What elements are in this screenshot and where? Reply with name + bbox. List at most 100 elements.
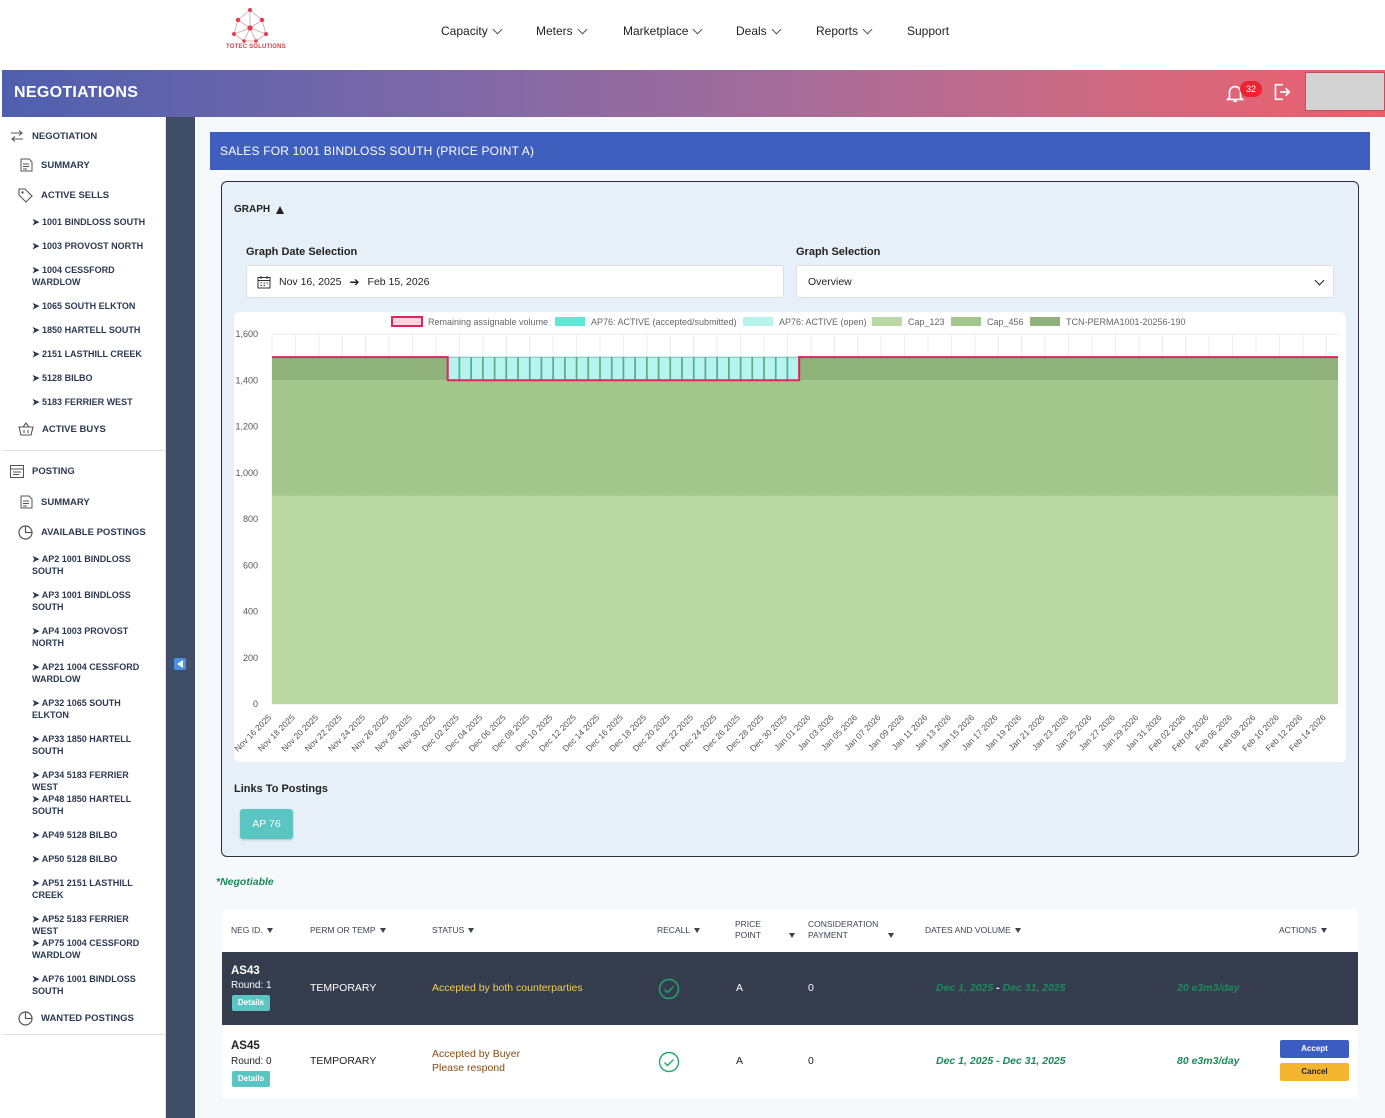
ap76-open-bar — [506, 356, 518, 381]
chart-container: 0 200 400 600 800 1,000 1,200 1,400 1,600 Nov 16 … — [232, 312, 1346, 762]
sidebar-sell-item[interactable]: ➤ 2151 LASTHILL CREEK — [32, 349, 142, 359]
nav-capacity[interactable]: Capacity — [441, 24, 503, 38]
status: Accepted by both counterparties — [432, 982, 583, 994]
sidebar-summary[interactable]: SUMMARY — [20, 158, 90, 172]
notification-bell-icon[interactable] — [1224, 82, 1246, 104]
ap76-open-bar — [693, 356, 706, 381]
header-price-point[interactable]: PRICE POINT — [735, 919, 795, 941]
user-profile-box[interactable] — [1305, 72, 1385, 111]
sidebar-sell-item[interactable]: ➤ 1065 SOUTH ELKTON — [32, 301, 136, 311]
chevron-down-icon — [492, 24, 503, 34]
y-tick-label: 200 — [243, 653, 258, 663]
sidebar-posting[interactable]: POSTING — [10, 465, 75, 478]
ap76-open-bar — [729, 356, 741, 381]
logout-icon[interactable] — [1270, 81, 1292, 103]
table-row: AS45 Round: 0 Details TEMPORARY Accepted… — [222, 1025, 1358, 1099]
sidebar-negotiation[interactable]: NEGOTIATION — [10, 130, 97, 142]
nav-support[interactable]: Support — [907, 24, 949, 38]
ap76-open-bar — [588, 356, 600, 381]
sort-icon — [1320, 928, 1327, 933]
sidebar-wanted-postings[interactable]: WANTED POSTINGS — [18, 1011, 134, 1026]
sidebar-sell-item[interactable]: ➤ 5128 BILBO — [32, 373, 93, 383]
nav-marketplace[interactable]: Marketplace — [623, 24, 703, 38]
check-circle-icon — [658, 978, 680, 1000]
sidebar-label: ACTIVE BUYS — [42, 423, 106, 435]
pie-icon — [18, 525, 33, 540]
legend-swatch — [872, 317, 902, 326]
sidebar-posting-item[interactable]: ➤ AP49 5128 BILBO — [32, 830, 118, 840]
posting-link-button[interactable]: AP 76 — [240, 809, 293, 839]
sidebar-label: SUMMARY — [41, 496, 90, 508]
header-neg-id[interactable]: NEG ID. — [231, 925, 273, 936]
ap76-open-bar — [764, 356, 776, 381]
chevron-down-icon — [692, 24, 703, 34]
sort-icon — [1014, 928, 1021, 933]
area-tcn-perma1001-20256-190 — [272, 357, 1338, 381]
perm-or-temp: TEMPORARY — [310, 982, 377, 994]
details-button[interactable]: Details — [232, 1071, 270, 1087]
header-dates-and-volume[interactable]: DATES AND VOLUME — [925, 925, 1021, 936]
sidebar-posting-summary[interactable]: SUMMARY — [20, 495, 90, 509]
collapse-sidebar-icon[interactable] — [174, 658, 186, 670]
header-actions[interactable]: ACTIONS — [1279, 925, 1327, 936]
logo-text: TOTEC SOLUTIONS — [226, 44, 286, 50]
header-status[interactable]: STATUS — [432, 925, 475, 936]
sidebar-posting-item[interactable]: ➤ AP33 1850 HARTELL SOUTH — [32, 734, 132, 756]
sidebar-sell-item[interactable]: ➤ 1004 CESSFORD WARDLOW — [32, 265, 115, 287]
sidebar-sell-item[interactable]: ➤ 5183 FERRIER WEST — [32, 397, 133, 407]
sidebar-sell-item[interactable]: ➤ 1001 BINDLOSS SOUTH — [32, 217, 146, 227]
document-icon — [20, 495, 33, 509]
sidebar-sell-item[interactable]: ➤ 1003 PROVOST NORTH — [32, 241, 144, 251]
ap76-open-bar — [541, 356, 553, 381]
sidebar-gutter — [166, 117, 195, 1118]
sidebar-posting-item[interactable]: ➤ AP2 1001 BINDLOSS SOUTH — [32, 554, 131, 576]
sidebar-posting-item[interactable]: ➤ AP34 5183 FERRIER WEST — [32, 770, 129, 792]
legend-swatch — [555, 317, 585, 326]
sidebar-available-postings[interactable]: AVAILABLE POSTINGS — [18, 525, 146, 540]
graph-toggle-label: GRAPH — [234, 204, 271, 215]
pie-icon — [18, 1011, 33, 1026]
sidebar-posting-item[interactable]: ➤ AP52 5183 FERRIER WEST — [32, 914, 129, 936]
sidebar-active-sells[interactable]: ACTIVE SELLS — [18, 188, 109, 203]
sidebar-posting-item[interactable]: ➤ AP3 1001 BINDLOSS SOUTH — [32, 590, 131, 612]
check-circle-icon — [658, 1051, 680, 1073]
header-consideration-payment[interactable]: CONSIDERATION PAYMENT — [808, 919, 894, 941]
totec-logo-icon[interactable] — [224, 6, 276, 54]
cancel-button[interactable]: Cancel — [1280, 1063, 1349, 1081]
date-to: Dec 31, 2025 — [1002, 982, 1066, 994]
area-cap-456 — [272, 380, 1338, 496]
details-button[interactable]: Details — [232, 995, 270, 1011]
sidebar-posting-item[interactable]: ➤ AP4 1003 PROVOST NORTH — [32, 626, 129, 648]
nav-reports[interactable]: Reports — [816, 24, 873, 38]
table-row: AS43 Round: 1 Details TEMPORARY Accepted… — [222, 952, 1358, 1025]
sidebar-posting-item[interactable]: ➤ AP32 1065 SOUTH ELKTON — [32, 698, 121, 720]
sort-icon — [468, 928, 475, 933]
accept-button[interactable]: Accept — [1280, 1040, 1349, 1058]
volume: 80 e3m3/day — [1177, 1055, 1240, 1067]
calendar-icon — [257, 275, 271, 288]
date-to: Dec 31, 2025 — [1002, 1055, 1066, 1067]
y-tick-label: 1,600 — [235, 329, 258, 339]
nav-meters[interactable]: Meters — [536, 24, 588, 38]
sidebar-posting-item[interactable]: ➤ AP51 2151 LASTHILL CREEK — [32, 878, 133, 900]
sidebar-posting-item[interactable]: ➤ AP76 1001 BINDLOSS SOUTH — [32, 974, 136, 996]
sidebar-posting-item[interactable]: ➤ AP48 1850 HARTELL SOUTH — [32, 794, 132, 816]
header-recall[interactable]: RECALL — [657, 925, 701, 936]
chevron-down-icon — [577, 24, 588, 34]
header-perm-or-temp[interactable]: PERM OR TEMP — [310, 925, 386, 936]
dates: Dec 1, 2025 - Dec 31, 2025 — [936, 1055, 1066, 1067]
sidebar-posting-item[interactable]: ➤ AP21 1004 CESSFORD WARDLOW — [32, 662, 140, 684]
sidebar-posting-item[interactable]: ➤ AP50 5128 BILBO — [32, 854, 118, 864]
nav-label: Deals — [736, 24, 767, 38]
date-from: Dec 1, 2025 — [936, 982, 994, 994]
ap76-open-bar — [459, 356, 471, 381]
graph-selection-select[interactable]: Overview — [796, 265, 1334, 298]
basket-icon — [18, 422, 34, 436]
round: Round: 0 — [231, 1056, 272, 1067]
sidebar-sell-item[interactable]: ➤ 1850 HARTELL SOUTH — [32, 325, 141, 335]
sidebar-active-buys[interactable]: ACTIVE BUYS — [18, 422, 106, 436]
nav-deals[interactable]: Deals — [736, 24, 782, 38]
graph-date-range-input[interactable]: Nov 16, 2025 ➔ Feb 15, 2026 — [246, 265, 784, 298]
graph-toggle[interactable]: GRAPH — [234, 204, 285, 215]
sidebar-posting-item[interactable]: ➤ AP75 1004 CESSFORD WARDLOW — [32, 938, 140, 960]
